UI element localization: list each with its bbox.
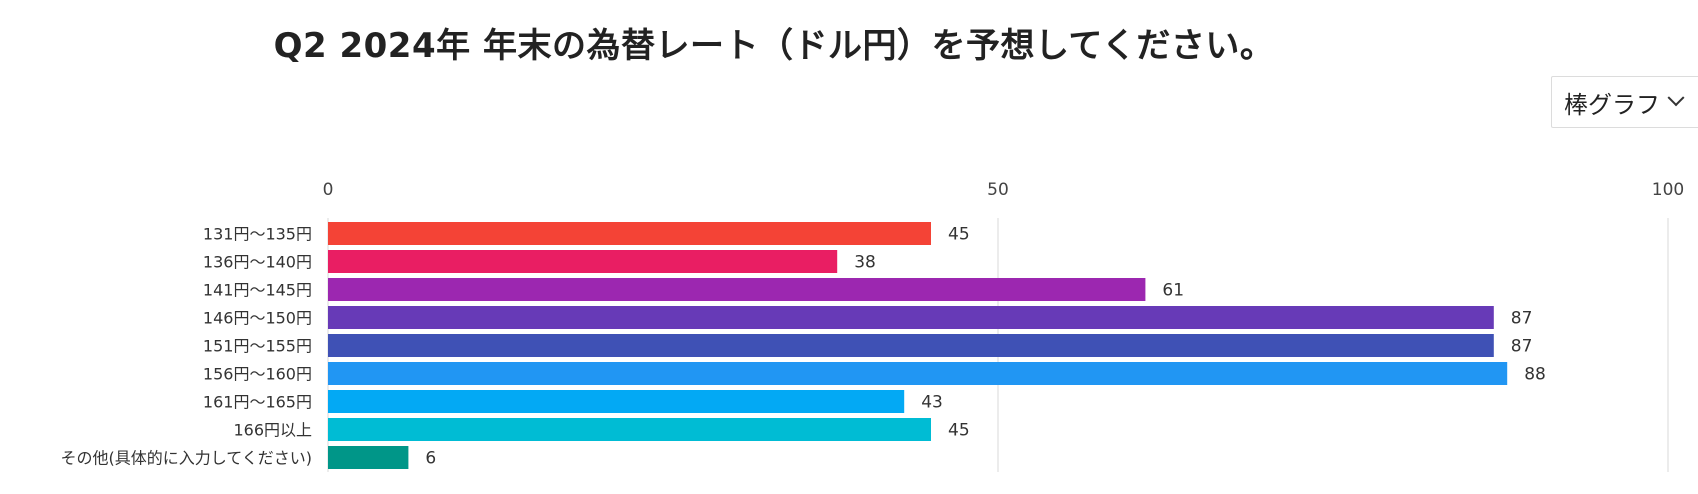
bar[interactable]	[328, 222, 931, 245]
bar[interactable]	[328, 334, 1494, 357]
category-label: 131円～135円	[203, 225, 312, 244]
category-label: その他(具体的に入力してください)	[60, 449, 312, 468]
bar[interactable]	[328, 306, 1494, 329]
category-label: 151円～155円	[203, 337, 312, 356]
data-label: 45	[948, 421, 970, 441]
bar[interactable]	[328, 362, 1508, 385]
data-label: 88	[1524, 365, 1546, 385]
x-tick-label: 0	[323, 180, 334, 200]
data-label: 43	[921, 393, 943, 413]
bar[interactable]	[328, 446, 409, 469]
data-label: 61	[1162, 281, 1184, 301]
data-label: 38	[854, 253, 876, 273]
data-label: 45	[948, 225, 970, 245]
chart-type-label: 棒グラフ	[1564, 90, 1660, 119]
bar[interactable]	[328, 278, 1146, 301]
category-label: 161円～165円	[203, 393, 312, 412]
bar[interactable]	[328, 418, 931, 441]
x-tick-label: 100	[1652, 180, 1684, 200]
category-label: 141円～145円	[203, 281, 312, 300]
category-label: 146円～150円	[203, 309, 312, 328]
data-label: 6	[425, 449, 436, 469]
category-label: 166円以上	[233, 421, 312, 440]
bar[interactable]	[328, 390, 905, 413]
chart-type-dropdown[interactable]: 棒グラフ	[1551, 76, 1698, 128]
x-tick-label: 50	[987, 180, 1009, 200]
data-label: 87	[1511, 337, 1533, 357]
data-label: 87	[1511, 309, 1533, 329]
bar[interactable]	[328, 250, 838, 273]
category-label: 136円～140円	[203, 253, 312, 272]
chart-title: Q2 2024年 年末の為替レート（ドル円）を予想してください。	[273, 26, 1275, 66]
category-label: 156円～160円	[203, 365, 312, 384]
